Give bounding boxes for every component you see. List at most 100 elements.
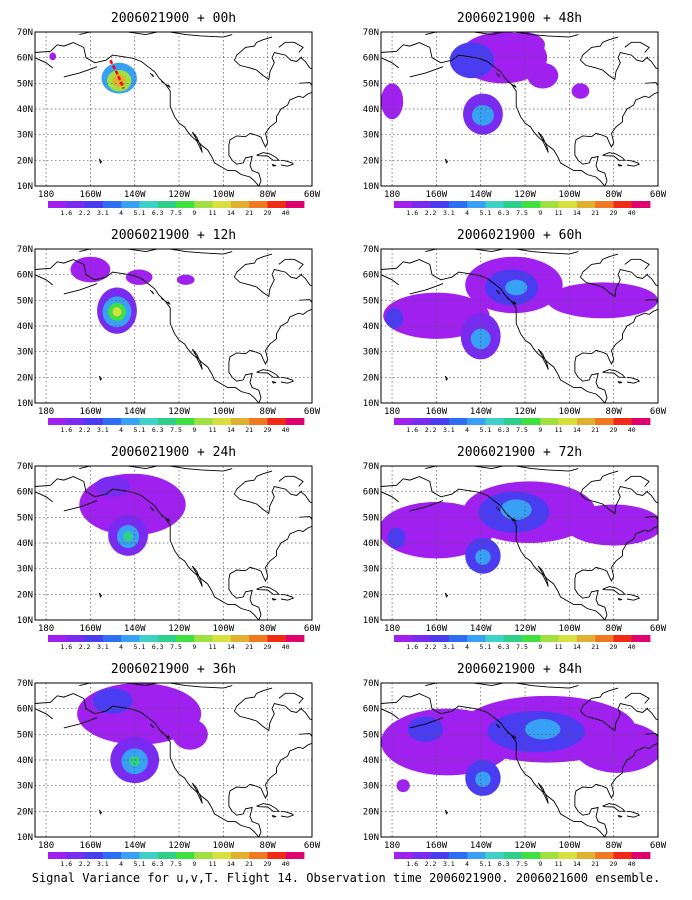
- x-tick-label: 120W: [168, 407, 190, 417]
- coastline: [579, 470, 619, 495]
- x-tick-label: 160W: [426, 624, 448, 634]
- colorbar-swatch: [412, 635, 431, 642]
- colorbar-label: 14: [227, 643, 235, 651]
- colorbar-label: 4: [119, 209, 123, 217]
- x-tick-label: 100W: [213, 841, 235, 851]
- x-tick-label: 180: [38, 190, 54, 200]
- coastline: [381, 708, 399, 720]
- x-tick-label: 60W: [304, 841, 321, 851]
- x-tick-label: 140W: [124, 407, 146, 417]
- colorbar-swatch: [66, 201, 85, 208]
- variance-blob: [573, 721, 658, 773]
- colorbar-swatch: [595, 635, 614, 642]
- colorbar-swatch: [267, 418, 287, 425]
- coastline: [574, 742, 658, 837]
- coastline: [271, 597, 277, 601]
- coastline: [617, 380, 623, 384]
- coastline: [298, 491, 312, 521]
- colorbar-label: 14: [227, 426, 235, 434]
- panel-title: 2006021900 + 24h: [111, 445, 236, 460]
- colorbar-label: 2.2: [425, 860, 437, 868]
- colorbar-label: 5.1: [134, 643, 146, 651]
- colorbar-swatch: [102, 635, 122, 642]
- coastline: [418, 475, 606, 620]
- colorbar-swatch: [467, 201, 486, 208]
- colorbar-label: 11: [555, 643, 563, 651]
- y-tick-label: 10N: [363, 616, 379, 626]
- variance-blob: [49, 52, 57, 61]
- coastline: [149, 289, 155, 295]
- colorbar-swatch: [448, 852, 468, 859]
- panel-36h: 2006021900 + 36h 180 160W 140W 120W 100W 80W 60…: [17, 662, 321, 868]
- colorbar-swatch: [576, 635, 596, 642]
- x-tick-label: 100W: [213, 407, 235, 417]
- x-tick-label: 180: [38, 407, 54, 417]
- colorbar-swatch: [267, 635, 287, 642]
- colorbar-swatch: [540, 201, 559, 208]
- y-tick-label: 50N: [363, 79, 379, 89]
- colorbar-swatch: [485, 635, 505, 642]
- coastline: [256, 586, 280, 595]
- coastline: [79, 32, 233, 38]
- colorbar-swatch: [467, 852, 486, 859]
- coastline: [580, 268, 649, 298]
- x-tick-label: 180: [384, 407, 400, 417]
- coastline: [579, 36, 619, 61]
- y-tick-label: 60N: [17, 271, 33, 281]
- colorbar-swatch: [66, 635, 85, 642]
- colorbar-swatch: [212, 852, 232, 859]
- coastline: [280, 376, 294, 384]
- panel-60h: 2006021900 + 60h 180 160W 140W 120W 100W 80W 60…: [363, 228, 667, 434]
- colorbar-swatch: [412, 201, 431, 208]
- coastline: [298, 57, 312, 87]
- colorbar-label: 40: [628, 209, 636, 217]
- coastline: [280, 593, 294, 601]
- colorbar-label: 14: [573, 860, 581, 868]
- colorbar-swatch: [522, 635, 541, 642]
- coastline: [161, 81, 171, 88]
- variance-blob: [564, 504, 658, 546]
- y-tick-label: 70N: [17, 679, 33, 689]
- colorbar-label: 7.5: [170, 209, 182, 217]
- colorbar-label: 21: [245, 426, 253, 434]
- colorbar-swatch: [631, 418, 651, 425]
- coastline: [271, 380, 277, 384]
- y-tick-label: 40N: [17, 105, 33, 115]
- y-tick-label: 60N: [363, 705, 379, 715]
- x-tick-label: 120W: [168, 190, 190, 200]
- coastline: [98, 809, 103, 815]
- plot-frame: [34, 248, 313, 404]
- coastline: [579, 253, 619, 278]
- colorbar-swatch: [121, 201, 140, 208]
- colorbar-swatch: [249, 418, 268, 425]
- x-tick-label: 120W: [168, 841, 190, 851]
- coastline: [495, 72, 501, 78]
- panel-24h: 2006021900 + 24h 180 160W 140W 120W 100W 80W 60…: [17, 445, 321, 651]
- coastline: [228, 525, 312, 620]
- x-tick-label: 100W: [559, 190, 581, 200]
- colorbar-label: 4: [465, 860, 469, 868]
- coastline: [72, 475, 260, 620]
- y-tick-label: 50N: [17, 730, 33, 740]
- y-tick-label: 60N: [17, 705, 33, 715]
- x-tick-label: 80W: [606, 624, 623, 634]
- colorbar-label: 5.1: [480, 209, 492, 217]
- colorbar-swatch: [48, 418, 67, 425]
- colorbar-label: 11: [209, 643, 217, 651]
- variance-blob: [470, 328, 491, 350]
- y-tick-label: 10N: [17, 616, 33, 626]
- x-tick-label: 100W: [213, 624, 235, 634]
- y-tick-label: 60N: [363, 271, 379, 281]
- coastline: [624, 692, 650, 704]
- colorbar-label: 6.3: [498, 426, 510, 434]
- coastline: [233, 253, 273, 278]
- colorbar-label: 21: [591, 860, 599, 868]
- colorbar-label: 14: [227, 860, 235, 868]
- colorbar-label: 5.1: [480, 860, 492, 868]
- x-tick-label: 60W: [650, 190, 667, 200]
- colorbar-swatch: [194, 852, 213, 859]
- colorbar-label: 29: [610, 860, 618, 868]
- colorbar-swatch: [540, 418, 559, 425]
- coastline: [624, 41, 650, 53]
- coastline: [418, 692, 606, 837]
